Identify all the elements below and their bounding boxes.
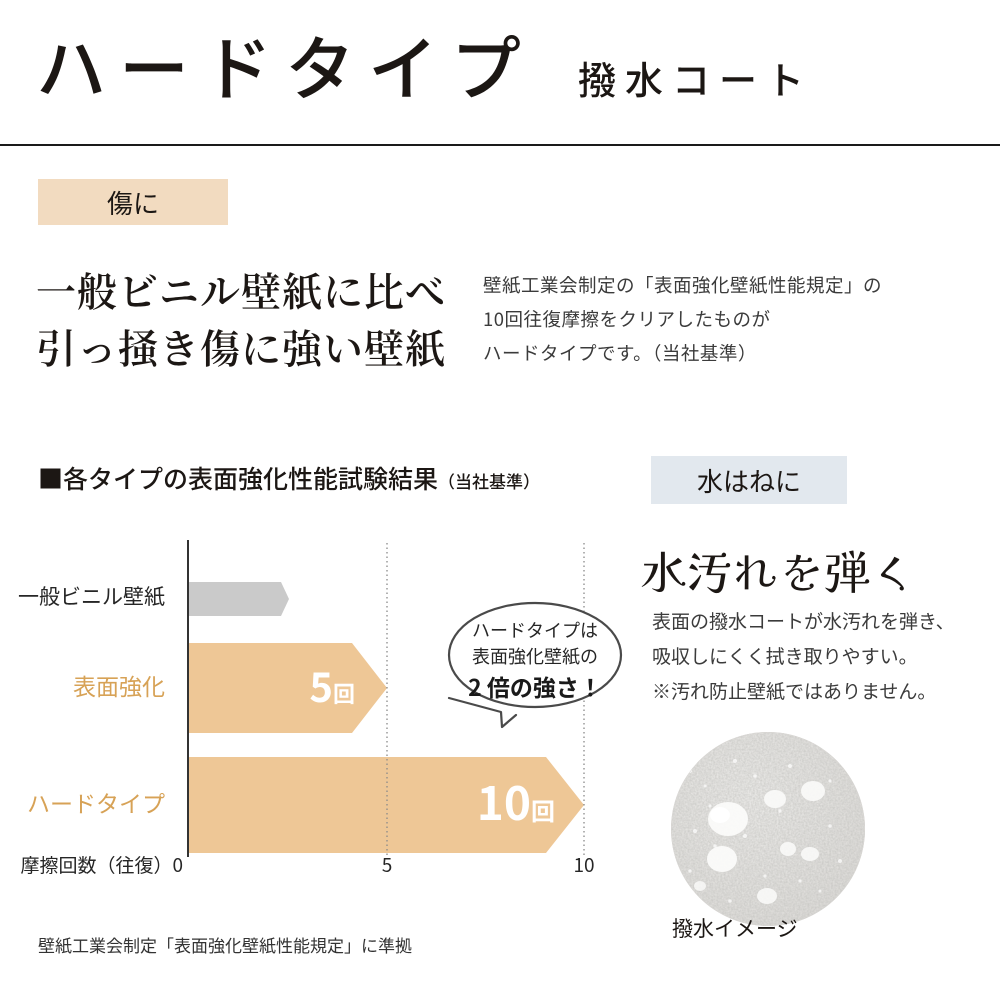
svg-text:一般ビニル壁紙: 一般ビニル壁紙 — [18, 581, 165, 611]
svg-text:2 倍の強さ！: 2 倍の強さ！ — [468, 669, 602, 703]
svg-text:10: 10 — [573, 851, 594, 878]
svg-text:ハードタイプは: ハードタイプは — [472, 617, 598, 643]
svg-text:ハードタイプ: ハードタイプ — [27, 785, 165, 819]
svg-text:5: 5 — [382, 851, 393, 878]
svg-text:表面強化壁紙の: 表面強化壁紙の — [472, 643, 598, 669]
svg-text:摩擦回数（往復）0: 摩擦回数（往復）0 — [20, 851, 183, 878]
svg-text:表面強化: 表面強化 — [73, 668, 165, 702]
